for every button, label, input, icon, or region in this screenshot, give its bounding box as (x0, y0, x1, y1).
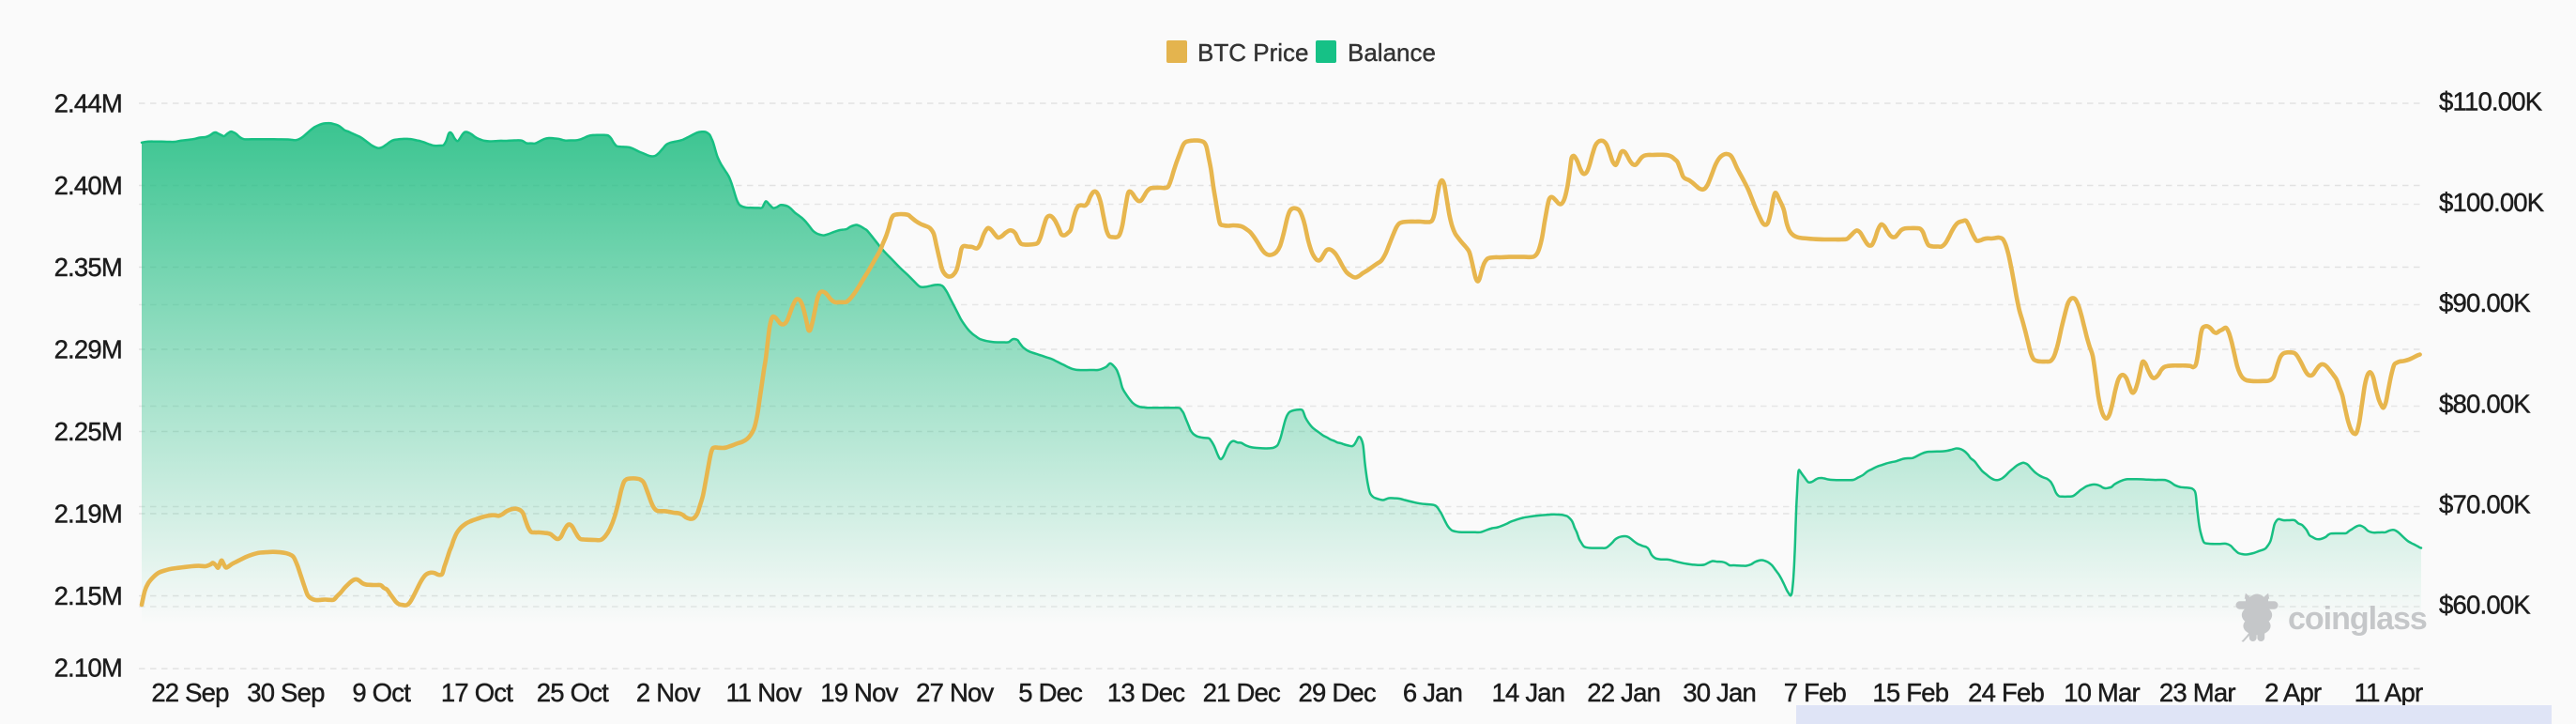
svg-text:6 Jan: 6 Jan (1403, 678, 1462, 707)
svg-text:2.25M: 2.25M (54, 417, 122, 446)
svg-text:11 Nov: 11 Nov (725, 678, 801, 707)
svg-text:30 Sep: 30 Sep (247, 678, 325, 707)
svg-text:2 Apr: 2 Apr (2264, 678, 2322, 707)
svg-text:$70.00K: $70.00K (2439, 490, 2531, 519)
svg-text:22 Jan: 22 Jan (1587, 678, 1660, 707)
svg-text:2.35M: 2.35M (54, 253, 122, 282)
svg-text:17 Oct: 17 Oct (441, 678, 513, 707)
svg-text:23 Mar: 23 Mar (2159, 678, 2235, 707)
svg-text:30 Jan: 30 Jan (1683, 678, 1756, 707)
svg-text:9 Oct: 9 Oct (352, 678, 411, 707)
svg-text:2.40M: 2.40M (54, 171, 122, 200)
svg-text:19 Nov: 19 Nov (820, 678, 898, 707)
svg-text:7 Feb: 7 Feb (1784, 678, 1847, 707)
svg-text:2.29M: 2.29M (54, 335, 122, 364)
svg-text:$60.00K: $60.00K (2439, 591, 2531, 620)
svg-text:11 Apr: 11 Apr (2355, 678, 2423, 707)
svg-text:2.44M: 2.44M (54, 89, 122, 118)
svg-text:14 Jan: 14 Jan (1492, 678, 1565, 707)
svg-text:$90.00K: $90.00K (2439, 288, 2531, 317)
svg-text:10 Mar: 10 Mar (2064, 678, 2140, 707)
svg-text:coinglass: coinglass (2288, 601, 2427, 637)
svg-text:BTC Price: BTC Price (1197, 39, 1308, 67)
svg-text:2.19M: 2.19M (54, 500, 122, 529)
svg-text:15 Feb: 15 Feb (1872, 678, 1948, 707)
svg-text:2 Nov: 2 Nov (636, 678, 701, 707)
svg-text:24 Feb: 24 Feb (1968, 678, 2044, 707)
svg-text:Balance: Balance (1348, 39, 1436, 67)
svg-text:27 Nov: 27 Nov (916, 678, 994, 707)
svg-text:21 Dec: 21 Dec (1203, 678, 1281, 707)
svg-text:$80.00K: $80.00K (2439, 389, 2531, 418)
svg-text:$100.00K: $100.00K (2439, 188, 2545, 217)
svg-text:13 Dec: 13 Dec (1107, 678, 1185, 707)
svg-text:22 Sep: 22 Sep (151, 678, 229, 707)
svg-text:2.15M: 2.15M (54, 581, 122, 610)
svg-text:2.10M: 2.10M (54, 654, 122, 683)
svg-text:5 Dec: 5 Dec (1018, 678, 1083, 707)
svg-text:25 Oct: 25 Oct (537, 678, 609, 707)
svg-text:$110.00K: $110.00K (2439, 87, 2543, 116)
svg-text:29 Dec: 29 Dec (1299, 678, 1377, 707)
